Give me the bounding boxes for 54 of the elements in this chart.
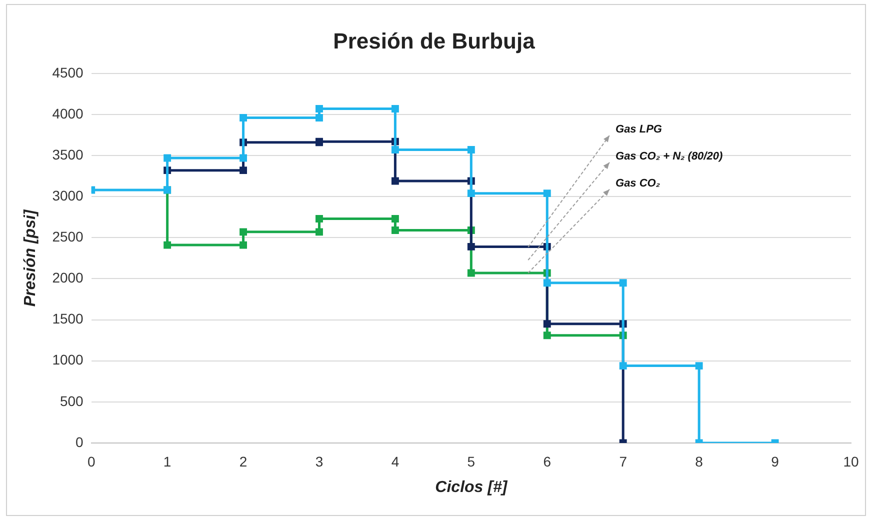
point xyxy=(164,154,172,162)
chart-title: Presión de Burbuja xyxy=(333,28,536,54)
point xyxy=(316,114,323,122)
x-tick-label: 3 xyxy=(315,453,324,470)
point xyxy=(240,228,247,236)
point xyxy=(391,146,399,154)
x-tick-label: 5 xyxy=(467,453,476,470)
point xyxy=(240,154,247,162)
point xyxy=(316,104,323,112)
y-axis-title: Presión [psi] xyxy=(22,209,40,307)
y-tick-label: 1000 xyxy=(52,352,84,368)
point xyxy=(316,215,323,222)
y-tick-label: 0 xyxy=(76,434,84,450)
point xyxy=(467,146,475,154)
x-tick-label: 8 xyxy=(695,453,704,470)
point xyxy=(391,177,399,185)
point xyxy=(467,190,475,198)
annotation: Gas LPG xyxy=(616,123,662,136)
x-axis-title: Ciclos [#] xyxy=(435,478,508,496)
y-tick-label: 500 xyxy=(60,392,84,409)
x-tick-label: 4 xyxy=(391,453,400,470)
point xyxy=(391,215,399,222)
point xyxy=(619,362,627,370)
point xyxy=(240,166,247,174)
y-tick-label: 2500 xyxy=(52,228,84,245)
x-tick-label: 2 xyxy=(239,453,248,470)
x-tick-label: 0 xyxy=(87,453,96,470)
y-tick-label: 1500 xyxy=(52,310,84,327)
point xyxy=(543,320,551,328)
point xyxy=(240,241,247,249)
point xyxy=(164,241,172,249)
y-tick-label: 4000 xyxy=(52,105,84,122)
point xyxy=(543,279,551,287)
point xyxy=(543,190,551,198)
point xyxy=(695,362,703,370)
point xyxy=(316,228,323,236)
point xyxy=(543,332,551,340)
point xyxy=(391,104,399,112)
x-tick-label: 6 xyxy=(543,453,552,470)
y-tick-label: 2000 xyxy=(52,270,84,286)
point xyxy=(240,114,247,122)
annotation: Gas CO₂ xyxy=(616,177,660,190)
x-tick-label: 7 xyxy=(619,453,628,470)
point xyxy=(467,269,475,277)
point xyxy=(619,279,627,287)
x-tick-label: 1 xyxy=(163,453,172,470)
x-tick-label: 10 xyxy=(843,453,859,470)
annotation: Gas CO₂ + N₂ (80/20) xyxy=(616,150,723,162)
point xyxy=(467,242,475,250)
y-tick-label: 3000 xyxy=(52,187,84,204)
x-tick-label: 9 xyxy=(771,453,780,470)
y-tick-label: 3500 xyxy=(52,146,84,162)
y-tick-label: 4500 xyxy=(52,64,84,80)
point xyxy=(391,226,399,234)
